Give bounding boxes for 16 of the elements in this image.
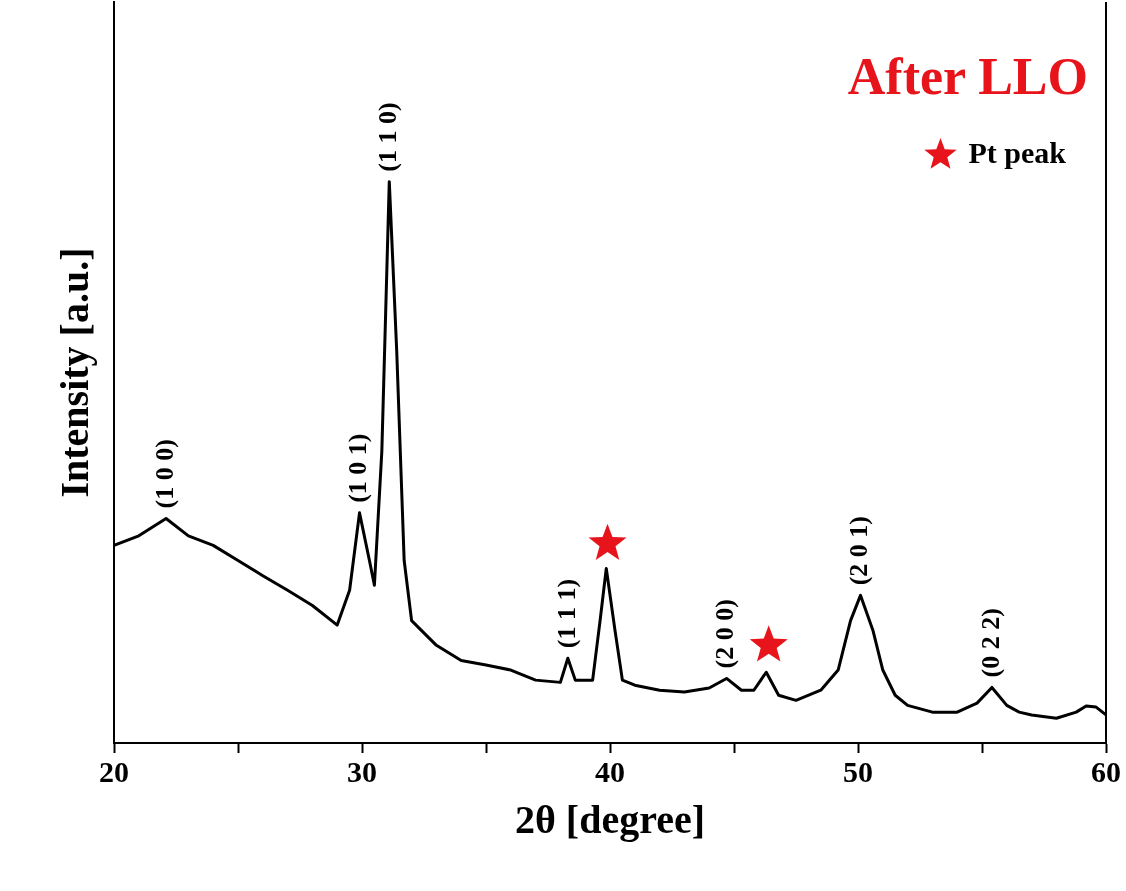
x-tick-label: 40 — [595, 754, 625, 788]
legend-label: Pt peak — [968, 135, 1067, 169]
y-axis-title: Intensity [a.u.] — [52, 247, 98, 498]
x-tick-label: 20 — [99, 754, 129, 788]
annotation: (1 0 0) — [149, 439, 179, 509]
x-tick-label: 50 — [843, 754, 873, 788]
annotation: (1 0 1) — [343, 433, 373, 503]
annotation: (2 0 0) — [710, 599, 740, 669]
annotation: (2 0 1) — [844, 516, 874, 586]
annotation: (1 1 1) — [551, 578, 581, 649]
x-axis-title: 2θ [degree] — [514, 797, 706, 843]
annotation: (1 1 0) — [373, 102, 402, 172]
x-tick-label: 30 — [347, 754, 377, 788]
annotation: (0 2 2) — [975, 608, 1005, 678]
chart-title: After LLO — [847, 48, 1088, 106]
x-tick-label: 60 — [1091, 754, 1121, 788]
